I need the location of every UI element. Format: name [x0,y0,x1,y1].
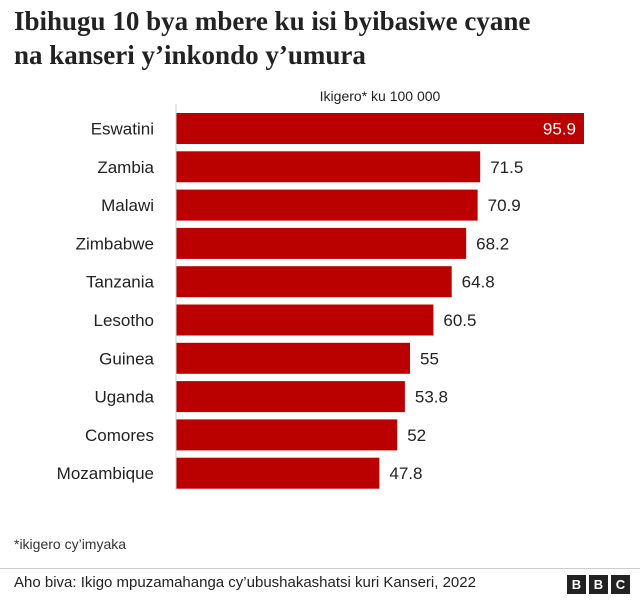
value-label-zambia: 71.5 [490,158,523,177]
bar-eswatini [176,113,584,144]
bar-zimbabwe [176,227,467,259]
category-label-zambia: Zambia [97,158,154,177]
bar-chart: Ikigero* ku 100 000 Eswatini 95.9 Zambia 71… [57,88,584,490]
value-label-tanzania: 64.8 [462,273,495,292]
bar-uganda [176,381,405,413]
value-label-eswatini: 95.9 [543,120,576,139]
footnote: *ikigero cy’imyaka [14,536,127,552]
category-label-eswatini: Eswatini [91,120,154,139]
bbc-logo-letter-b1: B [567,575,586,594]
value-label-zimbabwe: 68.2 [476,234,509,253]
value-label-lesotho: 60.5 [443,311,476,330]
bar-guinea [176,342,410,374]
bar-comores [176,419,398,451]
source-note: Aho biva: Ikigo mpuzamahanga cy’ubushaka… [14,574,476,591]
bar-tanzania [176,266,452,298]
category-label-uganda: Uganda [94,388,154,407]
chart-title-line-1: Ibihugu 10 bya mbere ku isi byibasiwe cy… [14,6,531,36]
category-label-tanzania: Tanzania [86,273,155,292]
bar-zambia [176,151,481,183]
value-label-malawi: 70.9 [488,196,521,215]
value-label-mozambique: 47.8 [389,464,422,483]
value-label-uganda: 53.8 [415,388,448,407]
bars-group: Eswatini 95.9 Zambia 71.5 Malawi 70.9 Zimbabwe… [57,113,584,489]
category-label-zimbabwe: Zimbabwe [76,234,154,253]
category-label-mozambique: Mozambique [57,464,154,483]
bar-mozambique [176,457,380,489]
value-label-guinea: 55 [420,349,439,368]
bar-malawi [176,189,478,221]
bbc-logo-letter-c: C [611,575,630,594]
category-label-comores: Comores [85,426,154,445]
chart-title: Ibihugu 10 bya mbere ku isi byibasiwe cy… [14,4,630,72]
category-label-guinea: Guinea [99,349,154,368]
unit-label: Ikigero* ku 100 000 [320,88,441,104]
category-label-lesotho: Lesotho [94,311,155,330]
category-label-malawi: Malawi [101,196,154,215]
bbc-logo-letter-b2: B [589,575,608,594]
footer-divider [0,568,640,569]
bar-lesotho [176,304,434,336]
bbc-logo: B B C [567,575,630,594]
chart-title-line-2: na kanseri y’inkondo y’umura [14,40,366,70]
value-label-comores: 52 [407,426,426,445]
